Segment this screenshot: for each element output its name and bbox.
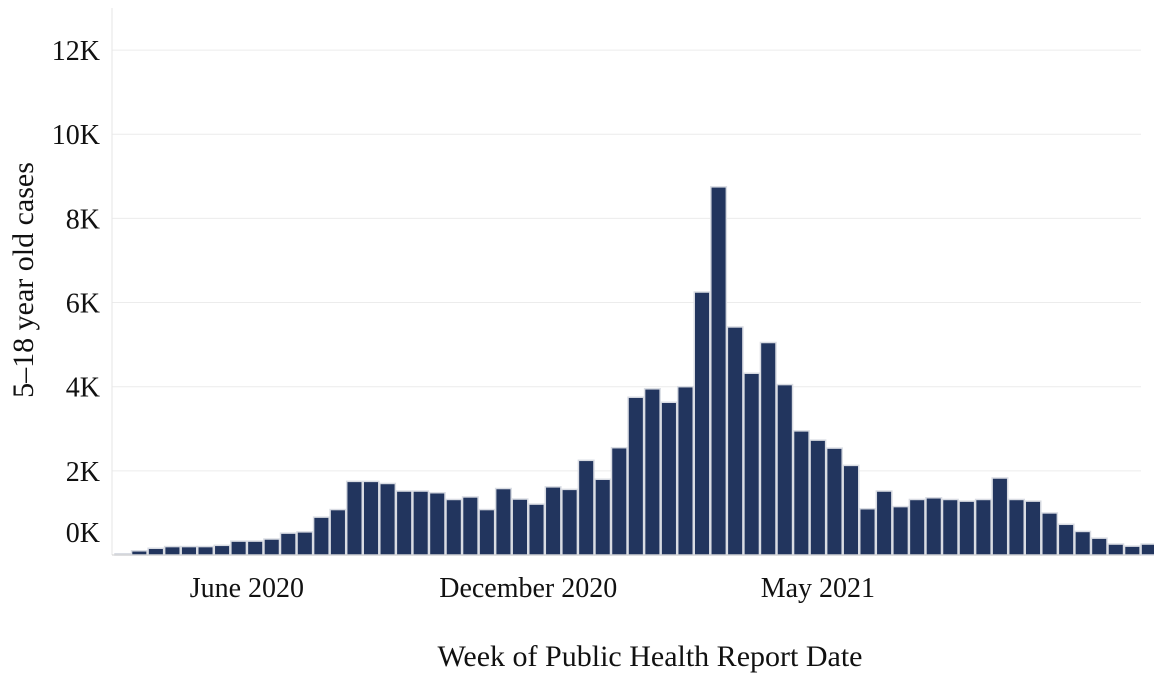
bar bbox=[892, 505, 910, 556]
bar bbox=[643, 388, 661, 556]
x-axis-title: Week of Public Health Report Date bbox=[438, 640, 863, 673]
bar bbox=[494, 487, 512, 556]
bar bbox=[163, 545, 181, 556]
bar bbox=[842, 464, 860, 556]
bars-group bbox=[114, 186, 1154, 556]
bar bbox=[461, 496, 479, 556]
bar bbox=[445, 498, 463, 556]
bar bbox=[544, 486, 562, 556]
bar bbox=[412, 490, 430, 556]
bar bbox=[1007, 498, 1026, 556]
bar bbox=[528, 503, 546, 556]
bar bbox=[1074, 530, 1092, 556]
bar bbox=[130, 550, 148, 556]
bar bbox=[908, 498, 926, 556]
bar bbox=[511, 498, 529, 556]
bar bbox=[693, 291, 711, 556]
y-tick-label: 2K bbox=[66, 457, 100, 488]
bar bbox=[345, 480, 364, 556]
bar bbox=[610, 446, 628, 556]
bar bbox=[1140, 543, 1154, 556]
bar bbox=[875, 490, 893, 556]
bar bbox=[296, 531, 314, 556]
bar bbox=[1107, 543, 1125, 556]
bar bbox=[213, 544, 231, 556]
bar bbox=[1123, 545, 1141, 556]
bar bbox=[279, 532, 297, 556]
bar bbox=[478, 508, 496, 556]
bar bbox=[1041, 512, 1059, 556]
bar bbox=[759, 341, 777, 556]
x-tick-label: June 2020 bbox=[190, 573, 304, 604]
bar bbox=[974, 498, 992, 556]
bar bbox=[1090, 537, 1108, 556]
bar bbox=[660, 401, 678, 556]
bar bbox=[246, 540, 264, 556]
y-tick-labels: 0K 2K 4K 6K 8K 10K 12K bbox=[52, 36, 100, 549]
bar bbox=[197, 545, 215, 556]
bar bbox=[230, 540, 248, 556]
bar bbox=[825, 447, 843, 556]
bar bbox=[958, 500, 976, 556]
bar bbox=[180, 545, 198, 556]
bar bbox=[561, 488, 579, 556]
y-tick-label: 4K bbox=[66, 373, 100, 404]
bar bbox=[991, 477, 1009, 556]
y-tick-label: 6K bbox=[66, 289, 100, 320]
y-tick-label: 10K bbox=[52, 120, 100, 151]
bar bbox=[147, 547, 165, 556]
bar bbox=[395, 490, 413, 556]
bar bbox=[809, 439, 827, 556]
bar bbox=[594, 478, 612, 556]
bar bbox=[859, 507, 877, 556]
bar bbox=[312, 516, 330, 556]
bar bbox=[577, 459, 595, 556]
bar bbox=[925, 497, 943, 556]
bar bbox=[1057, 523, 1075, 556]
bar bbox=[792, 430, 810, 556]
bar bbox=[710, 186, 728, 556]
bar bbox=[263, 538, 281, 556]
bar bbox=[329, 508, 347, 556]
y-tick-label: 8K bbox=[66, 204, 100, 235]
bar bbox=[627, 396, 645, 556]
y-gridlines bbox=[112, 49, 1141, 472]
y-axis-title: 5–18 year old cases bbox=[7, 162, 40, 398]
bar bbox=[941, 498, 959, 556]
x-tick-label: December 2020 bbox=[439, 573, 617, 604]
bar bbox=[1024, 500, 1042, 556]
y-tick-label: 12K bbox=[52, 36, 100, 67]
bar bbox=[362, 480, 380, 556]
bar bbox=[776, 383, 794, 556]
bar bbox=[726, 326, 744, 556]
bar bbox=[379, 482, 397, 556]
bar bbox=[428, 491, 446, 556]
x-tick-labels: June 2020 December 2020 May 2021 bbox=[190, 573, 875, 604]
y-tick-label: 0K bbox=[66, 518, 100, 549]
bar bbox=[676, 385, 695, 556]
x-tick-label: May 2021 bbox=[761, 573, 875, 604]
bar bbox=[743, 372, 761, 556]
